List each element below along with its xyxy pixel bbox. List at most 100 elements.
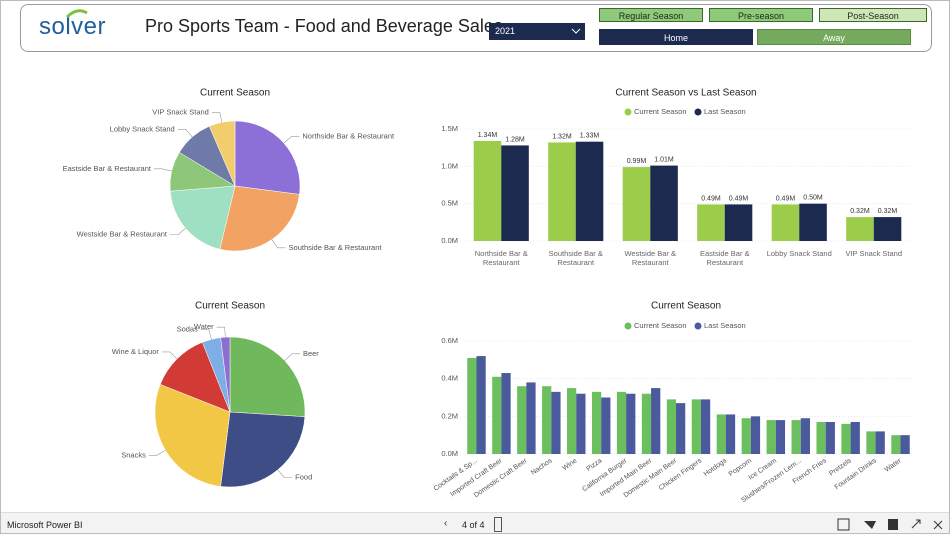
bar	[866, 431, 876, 454]
value-label: 1.01M	[654, 156, 674, 163]
leader-line	[154, 168, 172, 172]
bar	[567, 388, 577, 454]
value-label: 1.28M	[505, 136, 525, 143]
bar	[725, 414, 736, 454]
season-button[interactable]: Post-Season	[819, 8, 927, 22]
bar	[775, 420, 786, 454]
x-tick-label: Eastside Bar & Restaurant	[699, 249, 750, 267]
bar	[651, 388, 661, 454]
bar	[626, 393, 636, 454]
x-tick-label: Wine	[561, 457, 578, 472]
slice-label: Sodas	[177, 325, 199, 334]
bar	[891, 435, 901, 454]
bar	[650, 165, 678, 241]
bar	[575, 141, 604, 241]
season-button[interactable]: Regular Season	[599, 8, 703, 22]
bar	[816, 421, 826, 454]
leader-line	[170, 228, 186, 236]
footer: Microsoft Power BI ‹ 4 of 4	[1, 512, 949, 533]
bar	[875, 431, 885, 454]
bar	[716, 414, 726, 454]
year-dropdown[interactable]: 2021	[489, 23, 585, 40]
y-tick-label: 0.0M	[441, 449, 458, 458]
bar	[476, 356, 486, 454]
bar	[616, 391, 627, 454]
leader-line	[211, 112, 223, 123]
x-tick-label: Hotdogs	[703, 457, 729, 478]
bar	[576, 393, 586, 454]
bar	[850, 421, 860, 454]
x-tick-label: VIP Snack Stand	[845, 249, 903, 258]
bar	[691, 399, 701, 454]
x-tick-label: Northside Bar & Restaurant	[474, 249, 528, 267]
location-button[interactable]: Away	[757, 29, 911, 45]
bar	[750, 416, 761, 454]
bar	[791, 420, 801, 454]
bar	[666, 399, 677, 454]
legend-label: Current Season	[634, 107, 687, 116]
slice-label: Westside Bar & Restaurant	[77, 230, 168, 239]
x-tick-label: Water	[884, 457, 904, 474]
bar	[542, 386, 552, 454]
y-tick-label: 1.5M	[441, 124, 458, 133]
value-label: 0.49M	[776, 195, 796, 202]
bar	[741, 418, 751, 454]
prev-page[interactable]: ‹	[444, 518, 448, 529]
slice-label: Lobby Snack Stand	[110, 124, 175, 133]
year-value: 2021	[495, 26, 516, 36]
y-tick-label: 0.2M	[441, 411, 458, 420]
value-label: 0.32M	[878, 208, 898, 215]
bar	[900, 435, 910, 454]
bar	[771, 204, 800, 241]
slice-label: Food	[295, 472, 312, 481]
chart-title: Current Season vs Last Season	[615, 88, 756, 99]
slice-label: Beer	[303, 349, 319, 358]
bar	[846, 217, 874, 241]
pie-slice	[229, 336, 306, 417]
y-tick-label: 0.6M	[441, 336, 458, 345]
share-icons	[837, 518, 943, 531]
value-label: 1.34M	[478, 132, 498, 139]
next-page[interactable]	[494, 517, 502, 532]
value-label: 0.49M	[729, 195, 749, 202]
chart-title: Current Season	[200, 88, 270, 99]
slice-label: Southside Bar & Restaurant	[289, 243, 383, 252]
logo-mark	[65, 9, 88, 19]
page-title: Pro Sports Team - Food and Beverage Sale…	[145, 16, 503, 36]
pie-slice	[159, 341, 231, 413]
bar	[622, 167, 651, 241]
season-button[interactable]: Pre-season	[709, 8, 813, 22]
bar	[501, 145, 529, 241]
pie-slice	[169, 185, 236, 250]
bar	[548, 142, 576, 241]
bar	[517, 386, 527, 454]
page-indicator: 4 of 4	[462, 520, 485, 530]
x-tick-label: Westside Bar & Restaurant	[624, 249, 677, 267]
bar	[526, 382, 536, 454]
x-tick-label: Southside Bar & Restaurant	[548, 249, 603, 267]
bar	[724, 204, 753, 241]
leader-line	[161, 351, 178, 360]
bar	[601, 397, 611, 454]
bar	[841, 423, 851, 454]
bar	[799, 203, 827, 241]
bar	[492, 376, 502, 454]
bar	[697, 204, 725, 241]
value-label: 0.50M	[803, 195, 823, 202]
leader-line	[200, 329, 212, 340]
chart-title: Current Season	[651, 301, 721, 312]
value-label: 0.32M	[850, 208, 870, 215]
logo: solver	[39, 13, 107, 40]
legend-label: Last Season	[704, 107, 746, 116]
y-tick-label: 0.0M	[441, 236, 458, 245]
chart-title: Current Season	[195, 301, 265, 312]
slice-label: Eastside Bar & Restaurant	[63, 164, 152, 173]
x-tick-label: Pizza	[585, 457, 603, 473]
location-button[interactable]: Home	[599, 29, 753, 45]
value-label: 0.49M	[701, 195, 721, 202]
bar	[766, 420, 776, 454]
pie-slice	[154, 384, 231, 487]
bar	[676, 403, 686, 454]
app-name: Microsoft Power BI	[7, 520, 83, 530]
